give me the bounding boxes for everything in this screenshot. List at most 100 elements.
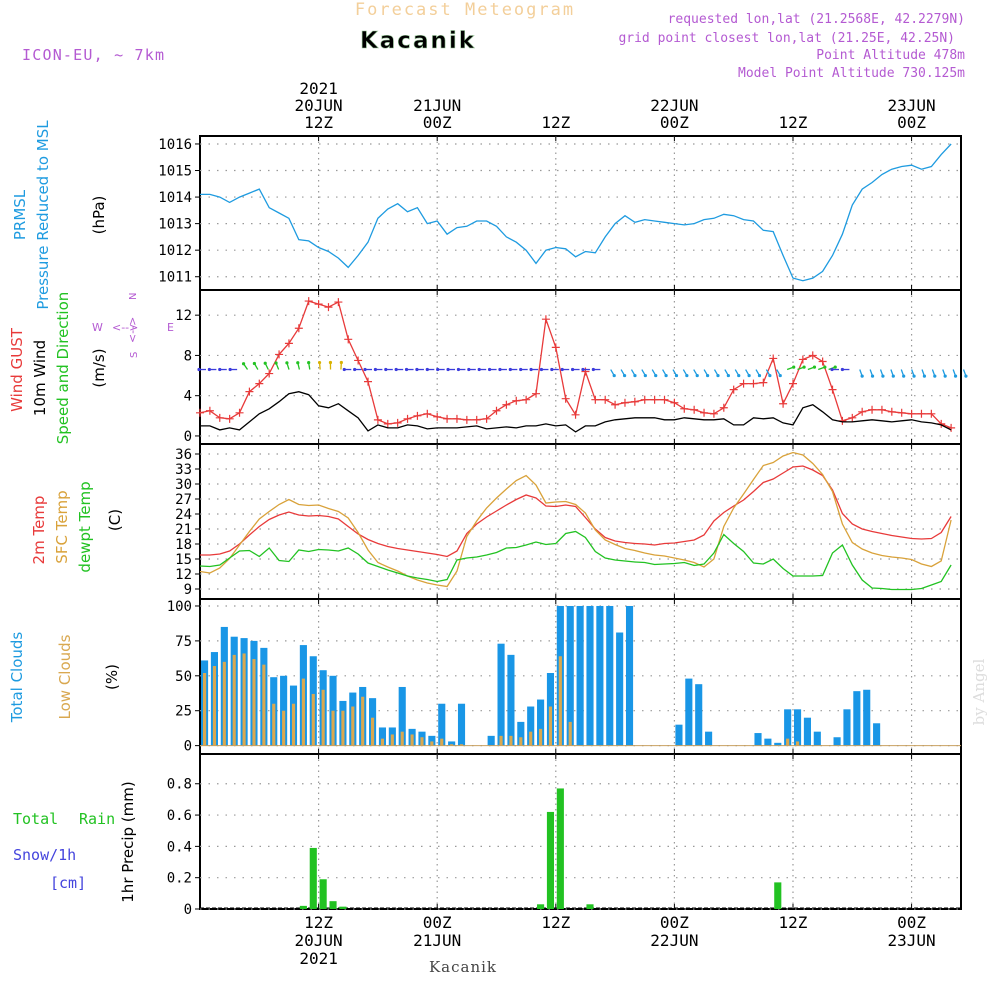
wind-direction-arrowhead: [726, 373, 730, 378]
low-cloud-bar: [311, 693, 315, 746]
gust-point: [284, 339, 293, 348]
ytick-label: 0.6: [167, 808, 192, 824]
ytick-label: 1014: [158, 190, 192, 206]
rain-bar: [537, 904, 545, 909]
low-cloud-bar: [222, 661, 226, 746]
series-line-dewpt-temp: [199, 530, 952, 591]
panel-1: 0 4 8 12: [175, 289, 968, 445]
wind-direction-arrowhead: [778, 373, 782, 378]
dewpt-label: dewpt Temp: [76, 481, 94, 572]
wind-direction-arrowhead: [519, 367, 523, 372]
rain-bar: [309, 847, 317, 909]
ytick-label: 0: [184, 429, 192, 445]
wind-direction-arrowhead: [285, 361, 289, 365]
gust-point: [294, 324, 303, 333]
wind-direction-arrowhead: [870, 374, 875, 378]
top-time-label: 21JUN: [413, 96, 461, 115]
wind-direction-arrowhead: [529, 367, 533, 372]
wind-direction-arrowhead: [823, 365, 827, 369]
panel-frame: [199, 753, 962, 910]
wind-direction-arrowhead: [207, 367, 211, 372]
ytick-label: 15: [175, 552, 192, 568]
wind-direction-arrowhead: [881, 374, 885, 378]
gust-point: [462, 415, 471, 424]
gust-point: [858, 407, 867, 416]
panel-frame: [199, 289, 962, 445]
ytick-label: 24: [175, 507, 192, 523]
gust-point: [205, 406, 214, 415]
ytick-label: 9: [184, 582, 192, 598]
gust-point: [640, 395, 649, 404]
panel-3: 0 25 50 75 100: [167, 598, 962, 755]
total-cloud-bar: [497, 643, 505, 746]
gust-point: [739, 379, 748, 388]
prmsl-label-2: Pressure Reduced to MSL: [34, 120, 52, 310]
gust-point: [235, 408, 244, 417]
gust-point: [769, 354, 778, 363]
gust-point: [522, 395, 531, 404]
rain-bar: [774, 882, 782, 909]
wind-direction-arrowhead: [737, 373, 741, 378]
gust-point: [917, 409, 926, 418]
top-time-label: 20JUN: [295, 96, 343, 115]
gust-point: [265, 369, 274, 378]
gust-point: [561, 394, 570, 403]
total-cloud-bar: [438, 703, 446, 746]
wind-direction-arrowhead: [307, 361, 311, 365]
gust-point: [818, 357, 827, 366]
low-cloud-bar: [361, 696, 365, 746]
gust-point: [383, 419, 392, 428]
low-cloud-bar: [459, 744, 464, 746]
series-line-sfc-temp: [199, 451, 952, 588]
series-line-10m-wind: [200, 391, 952, 433]
wind-direction-arrowhead: [373, 367, 378, 372]
low-cloud-bar: [202, 673, 207, 746]
wind-direction-arrowhead: [581, 367, 585, 372]
gust-point: [779, 399, 788, 408]
ytick-label: 100: [167, 599, 192, 615]
gust-point: [433, 412, 442, 421]
bottom-time-label: 00Z: [897, 913, 926, 932]
ytick-label: 18: [175, 537, 192, 553]
point-altitude: Point Altitude 478m: [816, 48, 965, 63]
gust-point: [690, 405, 699, 414]
gust-point: [334, 298, 343, 307]
ytick-label: 30: [175, 477, 192, 493]
gust-point: [709, 409, 718, 418]
wind-direction-arrowhead: [339, 360, 343, 365]
gust-point: [551, 343, 560, 352]
total-cloud-bar: [586, 605, 594, 746]
top-time-label: 12Z: [304, 113, 333, 132]
wind-direction-arrowhead: [425, 367, 429, 372]
wind-direction-arrowhead: [768, 373, 772, 378]
wind-direction-arrowhead: [654, 373, 658, 378]
low-cloud-bar: [430, 741, 434, 746]
low-cloud-bar: [499, 735, 503, 746]
panels: 1011101210131014101510160481291215182124…: [158, 135, 968, 918]
gust-point: [393, 418, 402, 427]
low-cloud-bar: [529, 731, 533, 746]
total-cloud-bar: [517, 721, 525, 746]
gust-point: [848, 413, 857, 422]
gust-point: [354, 356, 363, 365]
low-cloud-bar: [509, 735, 513, 746]
top-time-label: 12Z: [779, 113, 808, 132]
panel-4: 0 0.2 0.4 0.6 0.8: [167, 753, 962, 918]
total-cloud-bar: [428, 735, 436, 746]
ytick-label: 0: [184, 902, 192, 918]
ytick-label: 0: [184, 739, 192, 755]
gust-point: [255, 379, 264, 388]
wind-direction-arrowhead: [456, 367, 461, 372]
bottom-time-label: 20JUN: [295, 931, 343, 950]
total-cloud-bar: [754, 733, 762, 746]
gust-label: Wind GUST: [8, 327, 26, 412]
gust-point: [482, 414, 491, 423]
compass-s: S: [129, 352, 140, 358]
wind-direction-arrowhead: [296, 361, 300, 365]
top-time-label: 00Z: [423, 113, 452, 132]
low-cloud-bar: [786, 738, 790, 746]
direction-label: Speed and Direction: [54, 292, 72, 445]
compass-e: E: [167, 321, 174, 334]
